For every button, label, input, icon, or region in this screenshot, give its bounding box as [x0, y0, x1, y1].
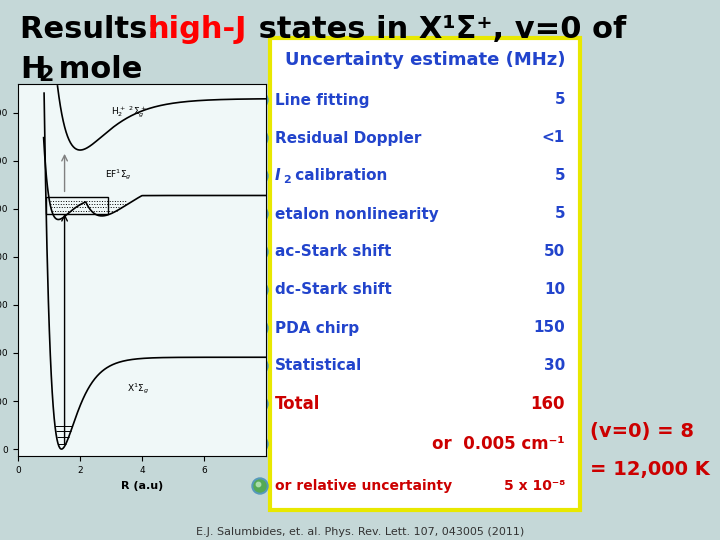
Text: or  0.005 cm⁻¹: or 0.005 cm⁻¹ — [433, 435, 565, 453]
Circle shape — [256, 440, 261, 445]
Text: or relative uncertainty: or relative uncertainty — [275, 479, 452, 493]
Text: H: H — [20, 56, 45, 84]
Bar — [46, 197, 108, 213]
Text: high-J: high-J — [148, 16, 248, 44]
Text: E.J. Salumbides, et. al. Phys. Rev. Lett. 107, 043005 (2011): E.J. Salumbides, et. al. Phys. Rev. Lett… — [196, 527, 524, 537]
Circle shape — [254, 132, 266, 144]
Circle shape — [256, 248, 261, 253]
Text: Total: Total — [275, 395, 320, 413]
Circle shape — [252, 130, 268, 146]
Circle shape — [256, 134, 261, 139]
Circle shape — [254, 398, 266, 410]
Circle shape — [254, 94, 266, 106]
Text: Results:: Results: — [20, 16, 170, 44]
Text: 150: 150 — [534, 321, 565, 335]
Circle shape — [252, 206, 268, 222]
Circle shape — [252, 92, 268, 108]
Circle shape — [254, 322, 266, 334]
Text: (v=0) = 8: (v=0) = 8 — [590, 422, 694, 442]
Text: 5: 5 — [554, 92, 565, 107]
Circle shape — [256, 400, 261, 404]
Circle shape — [256, 172, 261, 177]
Text: I: I — [275, 168, 281, 184]
Circle shape — [254, 360, 266, 372]
Text: ac-Stark shift: ac-Stark shift — [275, 245, 392, 260]
Circle shape — [252, 244, 268, 260]
Text: dc-Stark shift: dc-Stark shift — [275, 282, 392, 298]
Text: EF$^1\Sigma_g$: EF$^1\Sigma_g$ — [105, 167, 132, 182]
Circle shape — [252, 282, 268, 298]
Text: etalon nonlinearity: etalon nonlinearity — [275, 206, 438, 221]
Circle shape — [254, 170, 266, 182]
Circle shape — [256, 210, 261, 215]
Circle shape — [256, 286, 261, 291]
Text: = 12,000 K: = 12,000 K — [590, 461, 710, 480]
Text: <1: <1 — [541, 131, 565, 145]
Text: 30: 30 — [544, 359, 565, 374]
Circle shape — [254, 438, 266, 450]
Text: 5 x 10⁻⁸: 5 x 10⁻⁸ — [504, 479, 565, 493]
Circle shape — [256, 96, 261, 100]
Circle shape — [254, 480, 266, 492]
X-axis label: R (a.u): R (a.u) — [121, 481, 163, 490]
Text: H$_2^+$ $^2\Sigma_g^+$: H$_2^+$ $^2\Sigma_g^+$ — [111, 105, 147, 120]
Circle shape — [252, 320, 268, 336]
Text: 2: 2 — [38, 65, 53, 85]
Circle shape — [252, 358, 268, 374]
Text: mole: mole — [48, 56, 143, 84]
Circle shape — [254, 208, 266, 220]
Text: Uncertainty estimate (MHz): Uncertainty estimate (MHz) — [284, 51, 565, 69]
Text: 10: 10 — [544, 282, 565, 298]
Text: Statistical: Statistical — [275, 359, 362, 374]
Circle shape — [256, 482, 261, 487]
Text: Line fitting: Line fitting — [275, 92, 369, 107]
Text: PDA chirp: PDA chirp — [275, 321, 359, 335]
Circle shape — [252, 168, 268, 184]
Text: 2: 2 — [283, 175, 291, 185]
Circle shape — [254, 246, 266, 258]
Text: X$^1\Sigma_g$: X$^1\Sigma_g$ — [127, 381, 149, 396]
Circle shape — [252, 436, 268, 452]
Circle shape — [256, 325, 261, 329]
Circle shape — [252, 478, 268, 494]
Circle shape — [254, 284, 266, 296]
Text: Residual Doppler: Residual Doppler — [275, 131, 421, 145]
Text: 5: 5 — [554, 206, 565, 221]
Text: 160: 160 — [531, 395, 565, 413]
Circle shape — [256, 362, 261, 367]
Text: calibration: calibration — [290, 168, 387, 184]
Text: states in X¹Σ⁺, v=0 of: states in X¹Σ⁺, v=0 of — [248, 16, 626, 44]
Circle shape — [252, 396, 268, 412]
Text: 5: 5 — [554, 168, 565, 184]
Text: 50: 50 — [544, 245, 565, 260]
FancyBboxPatch shape — [270, 38, 580, 510]
